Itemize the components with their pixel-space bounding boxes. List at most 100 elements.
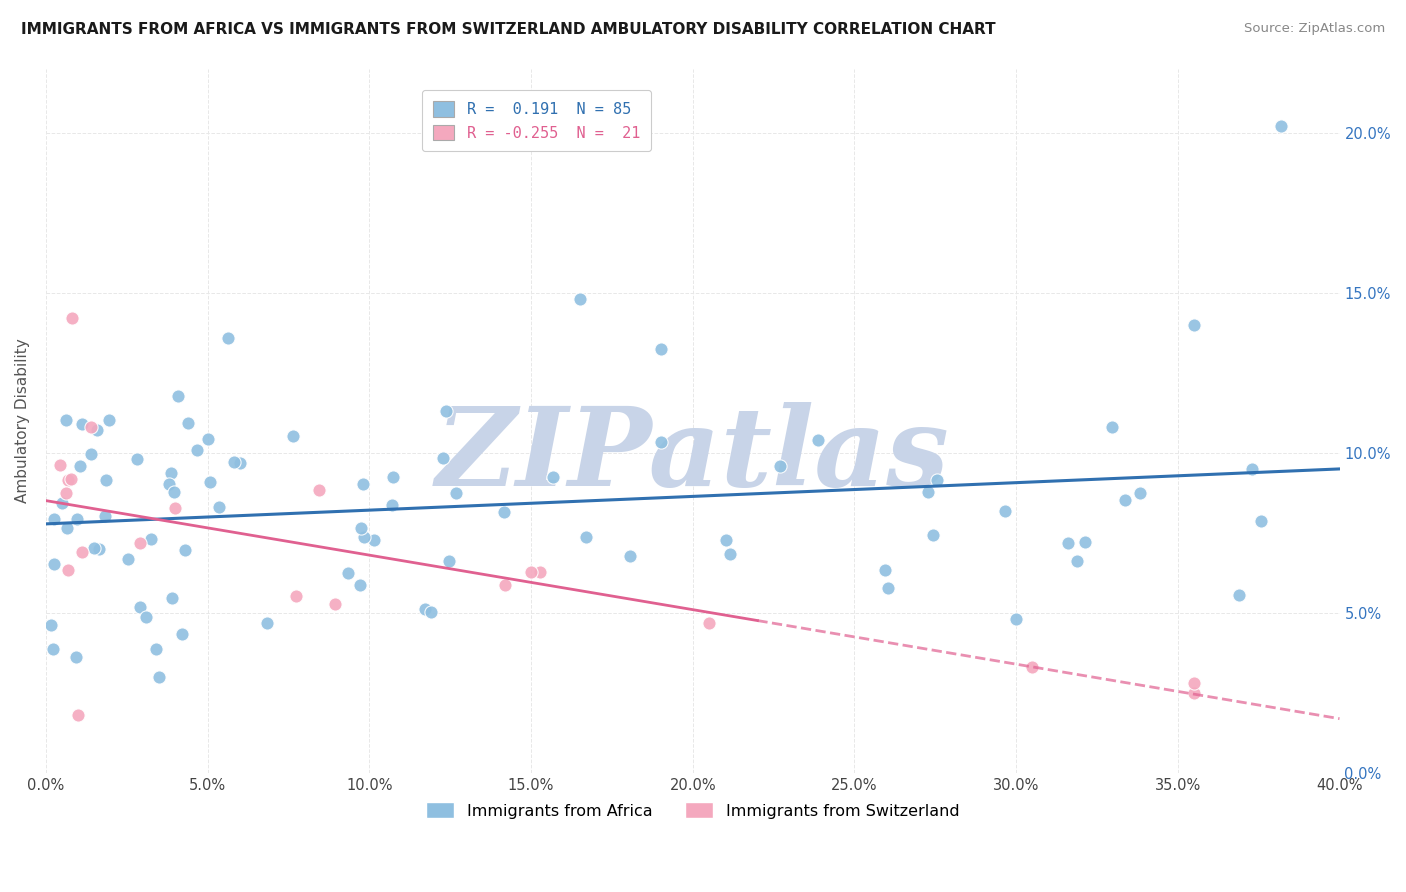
- Y-axis label: Ambulatory Disability: Ambulatory Disability: [15, 338, 30, 503]
- Point: [67, 708, 90, 723]
- Point: [697, 615, 720, 630]
- Point: [1129, 485, 1152, 500]
- Point: [66, 512, 89, 526]
- Point: [39, 618, 62, 632]
- Point: [281, 428, 304, 442]
- Point: [1021, 660, 1043, 674]
- Point: [129, 600, 152, 615]
- Point: [436, 404, 458, 418]
- Point: [98, 413, 121, 427]
- Point: [714, 533, 737, 547]
- Point: [650, 434, 672, 449]
- Point: [135, 610, 157, 624]
- Point: [56, 521, 79, 535]
- Point: [60, 472, 83, 486]
- Point: [381, 470, 404, 484]
- Point: [1182, 318, 1205, 332]
- Point: [42, 512, 65, 526]
- Point: [381, 499, 404, 513]
- Point: [1101, 420, 1123, 434]
- Point: [165, 500, 187, 515]
- Point: [51, 495, 73, 509]
- Point: [363, 533, 385, 547]
- Point: [520, 565, 543, 579]
- Point: [353, 530, 375, 544]
- Point: [336, 566, 359, 580]
- Point: [1182, 686, 1205, 700]
- Point: [163, 485, 186, 500]
- Point: [1114, 492, 1136, 507]
- Point: [568, 292, 591, 306]
- Point: [56, 563, 79, 577]
- Point: [494, 578, 516, 592]
- Point: [1057, 535, 1080, 549]
- Point: [198, 475, 221, 490]
- Point: [55, 485, 77, 500]
- Point: [350, 521, 373, 535]
- Point: [148, 670, 170, 684]
- Point: [323, 597, 346, 611]
- Point: [925, 473, 948, 487]
- Point: [1227, 588, 1250, 602]
- Point: [145, 642, 167, 657]
- Point: [87, 541, 110, 556]
- Point: [208, 500, 231, 515]
- Point: [42, 557, 65, 571]
- Point: [921, 528, 943, 542]
- Point: [128, 536, 150, 550]
- Point: [72, 417, 94, 432]
- Point: [60, 311, 83, 326]
- Point: [160, 467, 183, 481]
- Point: [529, 565, 551, 579]
- Point: [349, 578, 371, 592]
- Point: [42, 641, 65, 656]
- Point: [127, 451, 149, 466]
- Point: [70, 545, 93, 559]
- Point: [56, 473, 79, 487]
- Point: [65, 649, 87, 664]
- Point: [222, 454, 245, 468]
- Point: [444, 486, 467, 500]
- Point: [49, 458, 72, 472]
- Point: [1241, 462, 1264, 476]
- Point: [141, 532, 163, 546]
- Point: [413, 602, 436, 616]
- Point: [492, 505, 515, 519]
- Point: [229, 456, 252, 470]
- Point: [718, 547, 741, 561]
- Point: [543, 469, 565, 483]
- Point: [575, 530, 598, 544]
- Point: [186, 442, 208, 457]
- Point: [807, 434, 830, 448]
- Point: [352, 477, 374, 491]
- Point: [873, 564, 896, 578]
- Point: [439, 554, 461, 568]
- Point: [650, 342, 672, 356]
- Point: [94, 508, 117, 523]
- Point: [769, 459, 792, 474]
- Point: [173, 543, 195, 558]
- Text: Source: ZipAtlas.com: Source: ZipAtlas.com: [1244, 22, 1385, 36]
- Point: [432, 451, 454, 466]
- Legend: Immigrants from Africa, Immigrants from Switzerland: Immigrants from Africa, Immigrants from …: [419, 796, 966, 825]
- Point: [256, 616, 278, 631]
- Point: [308, 483, 330, 497]
- Text: IMMIGRANTS FROM AFRICA VS IMMIGRANTS FROM SWITZERLAND AMBULATORY DISABILITY CORR: IMMIGRANTS FROM AFRICA VS IMMIGRANTS FRO…: [21, 22, 995, 37]
- Point: [177, 416, 200, 430]
- Point: [83, 541, 105, 556]
- Point: [1066, 554, 1088, 568]
- Point: [80, 420, 103, 434]
- Point: [86, 424, 108, 438]
- Point: [197, 432, 219, 446]
- Point: [1270, 119, 1292, 133]
- Point: [1074, 535, 1097, 549]
- Point: [217, 331, 239, 345]
- Point: [619, 549, 641, 563]
- Point: [170, 627, 193, 641]
- Point: [917, 484, 939, 499]
- Point: [167, 389, 190, 403]
- Point: [55, 413, 77, 427]
- Point: [69, 458, 91, 473]
- Point: [993, 503, 1015, 517]
- Point: [157, 476, 180, 491]
